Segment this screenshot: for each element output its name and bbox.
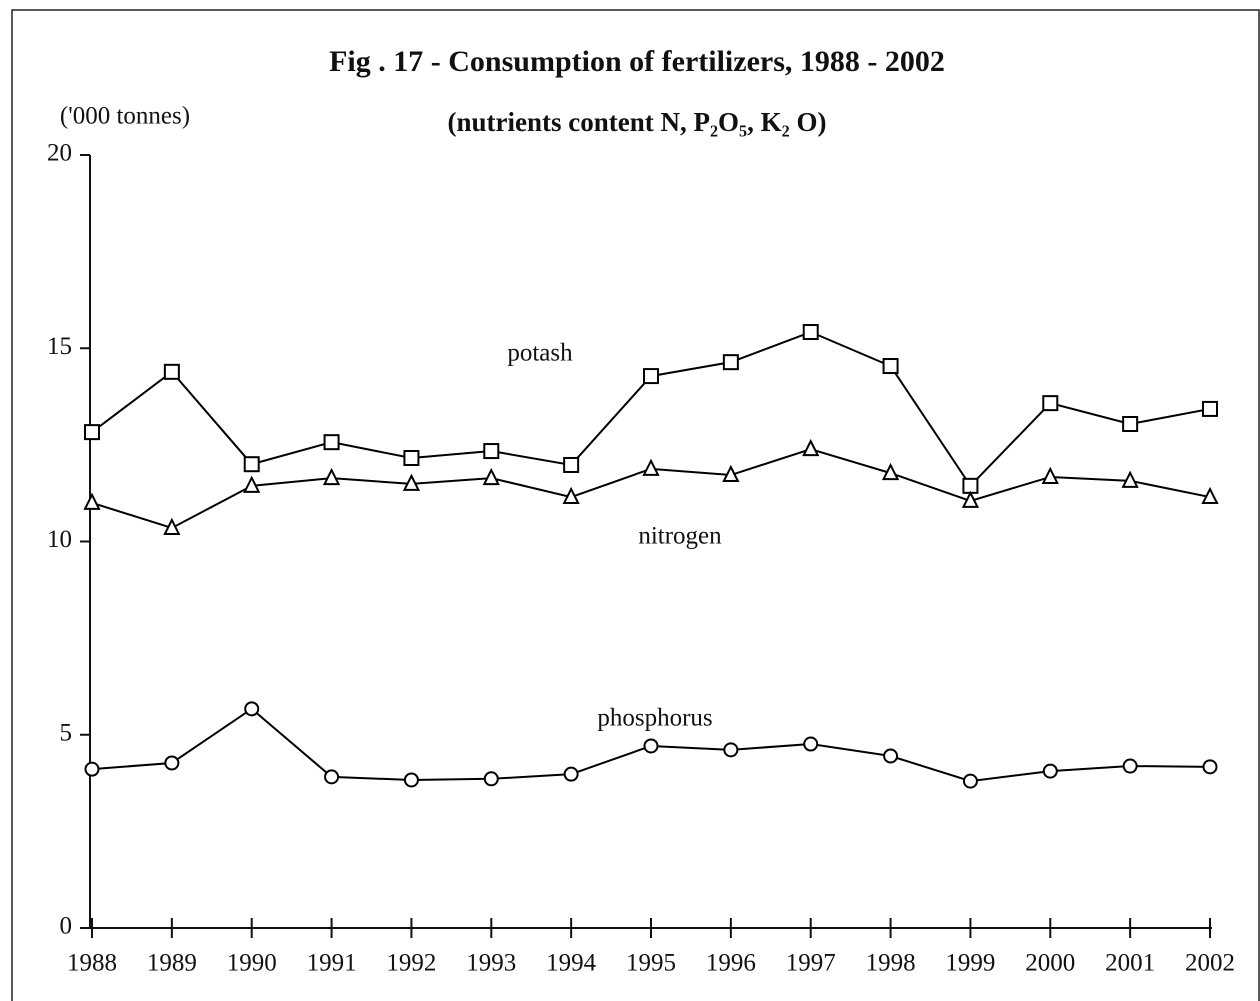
point <box>84 761 100 777</box>
x-tick-label: 1993 <box>466 950 516 977</box>
point <box>403 772 419 788</box>
x-tick-label: 1991 <box>307 950 357 977</box>
point <box>402 473 421 491</box>
x-tick-label: 2000 <box>1025 950 1075 977</box>
point <box>1042 763 1058 779</box>
point <box>961 490 980 508</box>
point <box>642 458 660 476</box>
point <box>802 438 820 457</box>
point <box>962 773 978 789</box>
point <box>163 517 181 535</box>
point <box>164 755 180 771</box>
x-tick-label: 1994 <box>546 950 597 977</box>
point <box>323 434 340 451</box>
point <box>163 363 180 380</box>
point <box>643 368 659 385</box>
y-tick-label: 10 <box>47 526 72 553</box>
series-label: nitrogen <box>638 523 722 550</box>
y-axis-label: ('000 tonnes) <box>60 103 190 130</box>
chart-title: Fig . 17 - Consumption of fertilizers, 1… <box>329 45 945 78</box>
series-label: potash <box>507 340 573 367</box>
point <box>403 450 420 467</box>
x-tick-label: 2002 <box>1185 950 1235 977</box>
x-tick-label: 1998 <box>866 950 916 977</box>
point <box>1202 400 1218 417</box>
point <box>883 748 899 764</box>
point <box>84 424 100 441</box>
point <box>482 467 500 486</box>
series-label: phosphorus <box>597 705 712 732</box>
point <box>83 492 101 510</box>
x-tick-label: 1988 <box>67 950 117 977</box>
x-tick-label: 1997 <box>786 950 836 977</box>
point <box>643 738 659 754</box>
point <box>722 354 739 371</box>
chart-subtitle: (nutrients content N, P₂O₅, K₂ O) <box>447 107 826 137</box>
point <box>563 456 580 473</box>
point <box>1201 486 1219 505</box>
point <box>324 769 340 785</box>
frame <box>11 9 1260 1001</box>
point <box>483 771 499 787</box>
y-tick-label: 0 <box>60 913 73 940</box>
point <box>243 475 261 493</box>
x-tick-label: 1990 <box>227 950 277 977</box>
point <box>244 701 260 717</box>
point <box>722 464 740 483</box>
point <box>483 443 500 460</box>
x-tick-label: 1996 <box>706 950 756 977</box>
x-tick-label: 1989 <box>147 950 197 977</box>
point <box>1121 470 1139 488</box>
point <box>881 462 900 481</box>
x-tick-label: 1992 <box>386 950 436 977</box>
point <box>243 456 260 473</box>
x-tick-label: 2001 <box>1105 950 1155 977</box>
point <box>562 486 580 505</box>
y-tick-label: 20 <box>47 140 72 167</box>
point <box>563 766 579 782</box>
point <box>1202 759 1218 775</box>
point <box>723 742 739 758</box>
x-tick-label: 1999 <box>945 950 995 977</box>
point <box>1042 395 1059 412</box>
point <box>322 467 341 486</box>
point <box>882 358 899 375</box>
point <box>1122 758 1138 774</box>
point <box>1041 466 1059 484</box>
y-tick-label: 15 <box>47 333 72 360</box>
y-tick-label: 5 <box>60 719 73 746</box>
point <box>1122 416 1139 433</box>
point <box>802 324 819 341</box>
x-tick-label: 1995 <box>626 950 676 977</box>
point <box>803 736 819 752</box>
